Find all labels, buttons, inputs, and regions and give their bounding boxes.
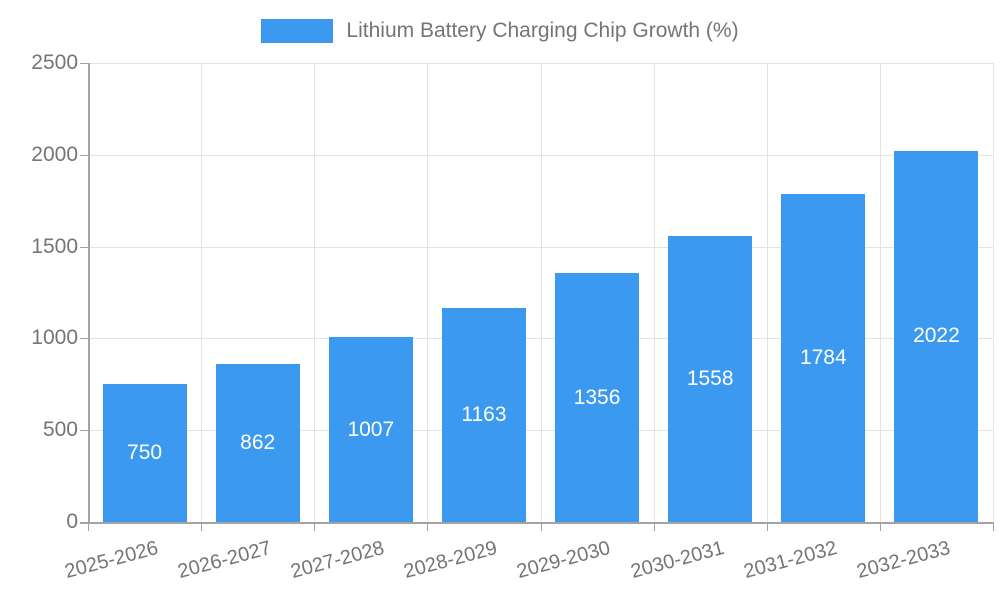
y-axis-tick [80,338,88,340]
x-axis-tick [88,522,89,531]
x-axis-tick [879,522,881,531]
legend-swatch[interactable] [261,19,334,43]
gridline-vertical [540,63,542,522]
gridline-vertical [993,63,994,522]
x-axis-tick [653,522,655,531]
gridline-vertical [201,63,203,522]
x-axis-tick-label: 2032-2033 [854,536,953,583]
bar[interactable] [781,194,866,522]
bar[interactable] [441,308,526,522]
x-axis-tick-label: 2030-2031 [628,536,727,583]
x-axis-line [80,522,993,524]
y-axis-tick [80,63,88,64]
legend[interactable]: Lithium Battery Charging Chip Growth (%) [0,17,1000,45]
y-axis-tick [80,246,88,248]
x-axis-tick-label: 2031-2032 [741,536,840,583]
y-axis-tick-label: 2500 [31,51,78,74]
x-axis-tick [201,522,203,531]
bar[interactable] [328,337,413,522]
bar-value-label: 2022 [913,324,960,348]
y-axis-line [88,63,90,522]
x-axis-tick [993,522,994,531]
y-axis-tick-label: 500 [42,418,78,442]
gridline-vertical [879,63,881,522]
x-axis-tick-label: 2026-2027 [175,536,274,583]
gridline-vertical [766,63,768,522]
gridline-vertical [653,63,655,522]
bar-value-label: 1784 [799,346,847,370]
x-axis-tick-label: 2027-2028 [288,536,387,583]
y-axis-tick [80,154,88,156]
gridline-vertical [427,63,429,522]
y-axis-tick-label: 1000 [31,326,78,350]
bar-value-label: 1558 [686,366,734,390]
bar-value-label: 1007 [347,417,395,441]
bar[interactable] [894,150,979,522]
bar[interactable] [555,273,640,522]
y-axis-tick-label: 1500 [31,234,78,258]
bar-value-label: 862 [240,430,276,454]
x-axis-tick-label: 2025-2026 [62,536,161,583]
x-axis-tick [540,522,542,531]
gridline-vertical [314,63,316,522]
x-axis-tick [427,522,429,531]
legend-label[interactable]: Lithium Battery Charging Chip Growth (%) [346,19,739,42]
bar-value-label: 1163 [461,403,507,427]
bar[interactable] [215,363,300,522]
y-axis-tick [80,430,88,432]
bar[interactable] [668,235,753,522]
x-axis-tick-label: 2028-2029 [401,536,500,583]
bar[interactable] [102,384,187,522]
y-axis-tick-label: 2000 [31,142,78,166]
bar-value-label: 1356 [573,385,621,409]
x-axis-tick [766,522,768,531]
x-axis-tick-label: 2029-2030 [514,536,614,583]
bar-value-label: 750 [127,441,163,465]
y-axis-tick-label: 0 [66,510,78,533]
x-axis-tick [314,522,316,531]
